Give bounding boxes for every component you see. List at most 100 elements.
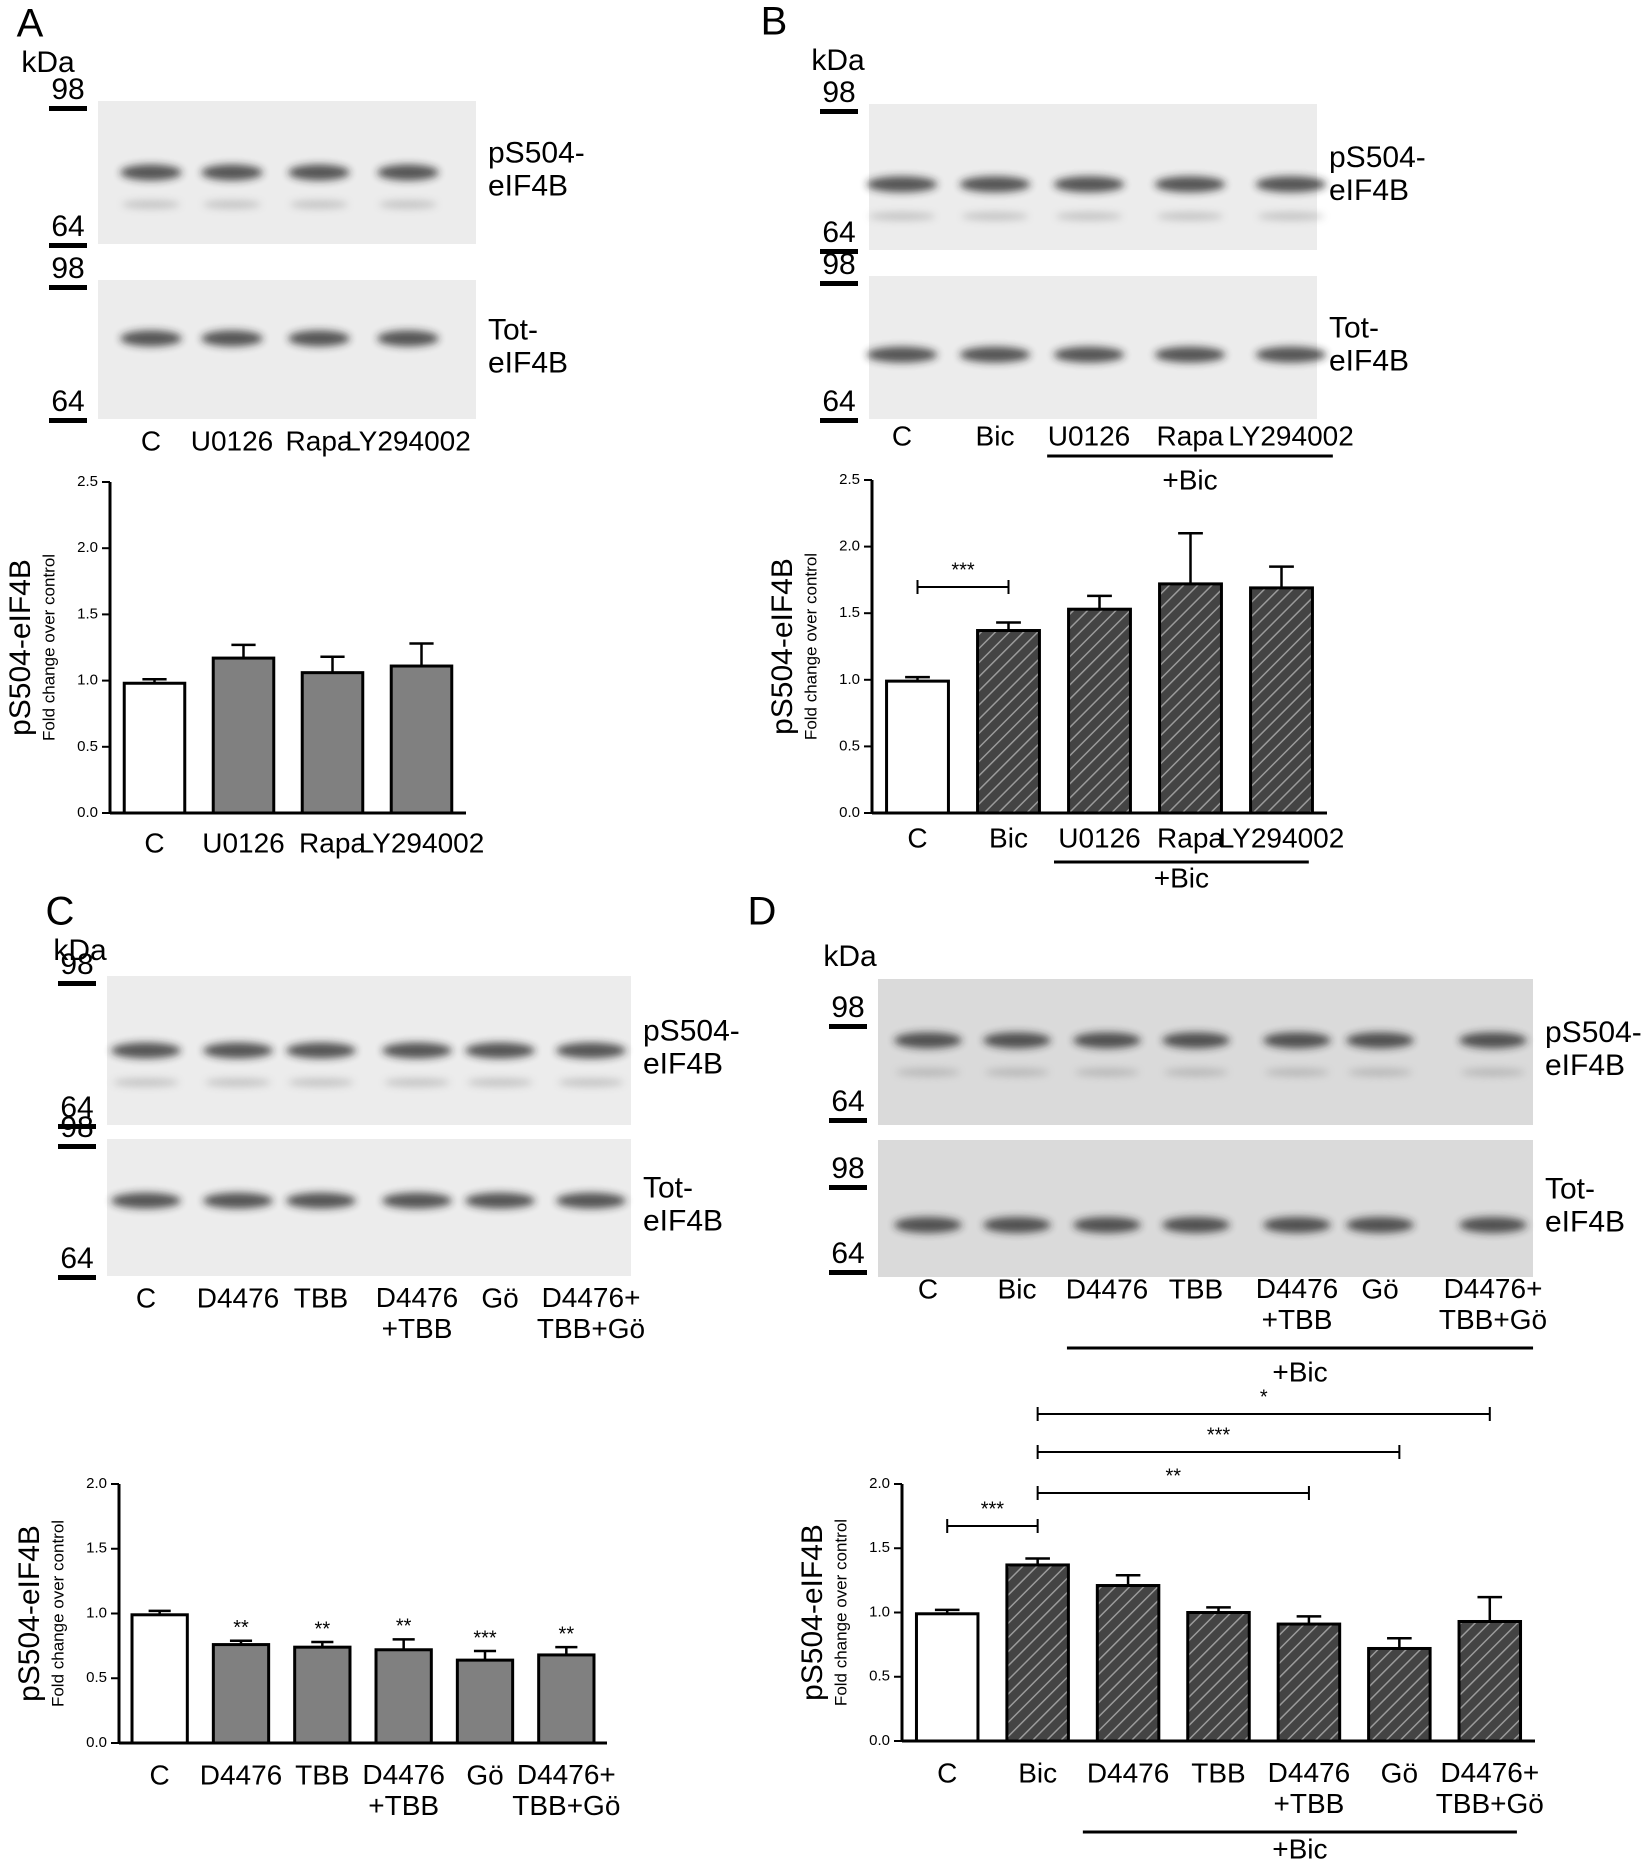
y-tick-label: 1.0 (77, 672, 98, 689)
bar (293, 1645, 352, 1745)
kda-marker: 64 (60, 1091, 93, 1124)
protein-label: Tot-eIF4B (643, 1171, 723, 1237)
bar (1067, 607, 1132, 815)
protein-label: Tot-eIF4B (1545, 1172, 1625, 1238)
y-tick-label: 0.5 (77, 738, 98, 755)
bar (1249, 586, 1314, 815)
panel-letter: C (46, 890, 75, 934)
y-tick-label: 1.5 (839, 604, 860, 621)
marker-underline (58, 1144, 96, 1149)
bar (1005, 1563, 1070, 1743)
bar (1186, 1611, 1251, 1743)
significance: ** (559, 1623, 575, 1645)
bar (211, 656, 276, 815)
protein-band (959, 176, 1031, 193)
marker-underline (58, 981, 96, 986)
blot-image (107, 1139, 631, 1276)
x-tick-label: C (150, 1759, 170, 1790)
panel-letter: B (761, 0, 788, 44)
panel-letter: D (748, 890, 777, 934)
y-tick-label: 2.0 (869, 1475, 890, 1492)
lane-label: D4476+ TBB+Gö (1439, 1273, 1547, 1335)
significance: ** (315, 1618, 331, 1640)
x-tick-label: D4476 (1087, 1757, 1170, 1788)
protein-band (1053, 346, 1125, 363)
protein-band (286, 1042, 356, 1059)
error-bar (1115, 1573, 1141, 1586)
significance: ** (233, 1617, 249, 1639)
protein-label: pS504-eIF4B (1329, 141, 1426, 207)
x-tick-label: TBB (1191, 1757, 1245, 1788)
x-tick-label: Gö (466, 1759, 503, 1790)
blot-image (98, 280, 476, 419)
y-tick-label: 0.0 (869, 1732, 890, 1749)
kda-label: kDa (21, 46, 75, 79)
protein-band (201, 164, 263, 181)
bar (1095, 1584, 1161, 1743)
lane-label: Gö (1361, 1273, 1398, 1304)
error-bar (1178, 532, 1203, 584)
bar (389, 664, 454, 815)
y-tick-label: 0.0 (839, 804, 860, 821)
protein-band (377, 330, 439, 347)
marker-underline (829, 1185, 867, 1190)
lane-label: Rapa (286, 425, 353, 456)
kda-marker: 64 (831, 1085, 864, 1118)
x-tick-label: C (144, 827, 164, 858)
protein-band (556, 1042, 626, 1059)
y-axis-title: pS504-eIF4B (13, 1525, 46, 1702)
lane-label: U0126 (191, 425, 274, 456)
protein-band (866, 346, 938, 363)
lane-label: LY294002 (1228, 420, 1354, 451)
x-tick-label: D4476 +TBB (1268, 1757, 1351, 1819)
protein-band (1255, 346, 1327, 363)
error-bar (142, 678, 167, 684)
lane-label: U0126 (1048, 420, 1131, 451)
x-tick-label: Rapa (299, 827, 366, 858)
bar (300, 671, 365, 815)
error-bar (229, 1639, 253, 1645)
comparison-bracket (916, 580, 1010, 594)
faint-band (383, 1078, 451, 1087)
y-tick-label: 0.5 (869, 1668, 890, 1685)
x-tick-label: Gö (1381, 1757, 1418, 1788)
error-bar (320, 655, 345, 673)
lane-label: LY294002 (345, 425, 471, 456)
lane-label: Bic (998, 1273, 1037, 1304)
x-tick-label: C (937, 1757, 957, 1788)
lane-label: Rapa (1157, 420, 1224, 451)
group-label: +Bic (1162, 464, 1217, 495)
protein-band (866, 176, 938, 193)
comparison-bracket (1036, 1407, 1491, 1421)
y-tick-label: 1.5 (86, 1540, 107, 1557)
bar (1367, 1646, 1432, 1743)
protein-band (1073, 1032, 1141, 1049)
kda-marker: 64 (60, 1242, 93, 1275)
protein-band (1263, 1216, 1331, 1233)
x-tick-label: TBB (295, 1759, 349, 1790)
protein-band (288, 164, 350, 181)
lane-label: Gö (481, 1282, 518, 1313)
comparison-bracket (1036, 1486, 1310, 1500)
y-axis-title: pS504-eIF4B (796, 1524, 829, 1701)
panel-letter: A (17, 2, 44, 46)
x-tick-label: D4476 (200, 1759, 283, 1790)
blot-image (878, 1140, 1533, 1277)
lane-label: D4476 +TBB (376, 1282, 459, 1344)
error-bar (1206, 1606, 1231, 1613)
marker-underline (49, 285, 87, 290)
protein-band (894, 1216, 962, 1233)
y-tick-label: 0.0 (77, 804, 98, 821)
protein-band (1346, 1032, 1414, 1049)
x-tick-label: D4476 +TBB (362, 1759, 445, 1821)
kda-marker: 98 (831, 1152, 864, 1185)
kda-marker: 98 (822, 248, 855, 281)
x-tick-label: Bic (989, 822, 1028, 853)
faint-band (202, 200, 262, 209)
y-tick-label: 0.0 (86, 1734, 107, 1751)
y-tick-label: 1.5 (77, 605, 98, 622)
error-bar (905, 675, 930, 682)
error-bar (1269, 565, 1294, 588)
comparison-label: *** (981, 1498, 1005, 1520)
kda-marker: 98 (51, 252, 84, 285)
